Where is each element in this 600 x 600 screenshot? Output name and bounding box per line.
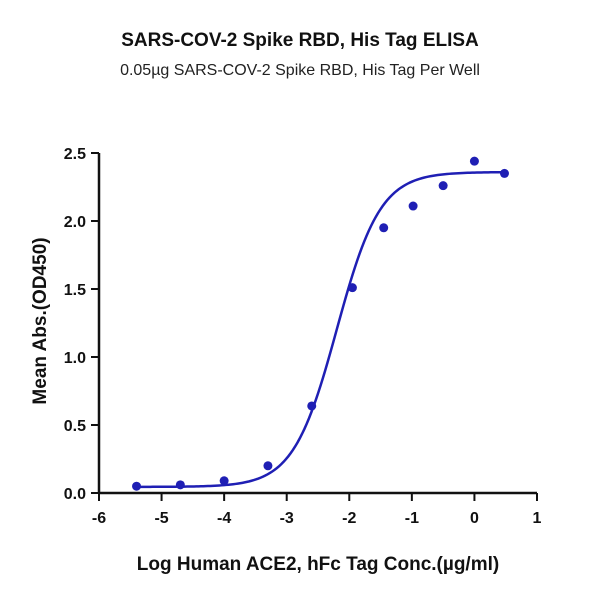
x-tick-label: 0 xyxy=(470,510,479,527)
x-tick-label: 1 xyxy=(533,510,542,527)
data-point xyxy=(263,461,273,471)
x-tick-label: -2 xyxy=(342,510,356,527)
data-point xyxy=(408,201,418,211)
fit-curve xyxy=(136,170,505,489)
data-point xyxy=(379,223,389,233)
data-points xyxy=(132,156,509,491)
data-point xyxy=(499,168,509,178)
y-axis-label: Mean Abs.(OD450) xyxy=(30,237,51,404)
y-tick-label: 0.5 xyxy=(64,418,86,435)
x-tick-label: -6 xyxy=(92,510,106,527)
data-point xyxy=(219,476,229,486)
y-tick-label: 0.0 xyxy=(64,486,86,503)
data-point xyxy=(347,283,357,293)
axes xyxy=(97,153,537,495)
x-axis-label: Log Human ACE2, hFc Tag Conc.(µg/ml) xyxy=(137,554,499,575)
fit-curve-group xyxy=(136,170,505,489)
data-point xyxy=(438,181,448,191)
y-tick-label: 1.5 xyxy=(64,282,86,299)
y-tick-label: 1.0 xyxy=(64,350,86,367)
data-point xyxy=(132,481,142,491)
x-tick-label: -5 xyxy=(154,510,168,527)
chart-title: SARS-COV-2 Spike RBD, His Tag ELISA xyxy=(121,30,479,51)
ticks: -6 -5 -4 -3 -2 -1 0 1 0.0 0.5 1.0 1.5 2.0 2.5 xyxy=(64,146,542,527)
chart-subtitle: 0.05µg SARS-COV-2 Spike RBD, His Tag Per… xyxy=(120,62,480,79)
y-tick-label: 2.0 xyxy=(64,214,86,231)
data-point xyxy=(307,401,317,411)
x-tick-label: -1 xyxy=(405,510,419,527)
x-tick-label: -4 xyxy=(217,510,231,527)
data-point xyxy=(469,156,479,166)
y-tick-label: 2.5 xyxy=(64,146,86,163)
x-tick-label: -3 xyxy=(280,510,294,527)
data-point xyxy=(175,480,185,490)
